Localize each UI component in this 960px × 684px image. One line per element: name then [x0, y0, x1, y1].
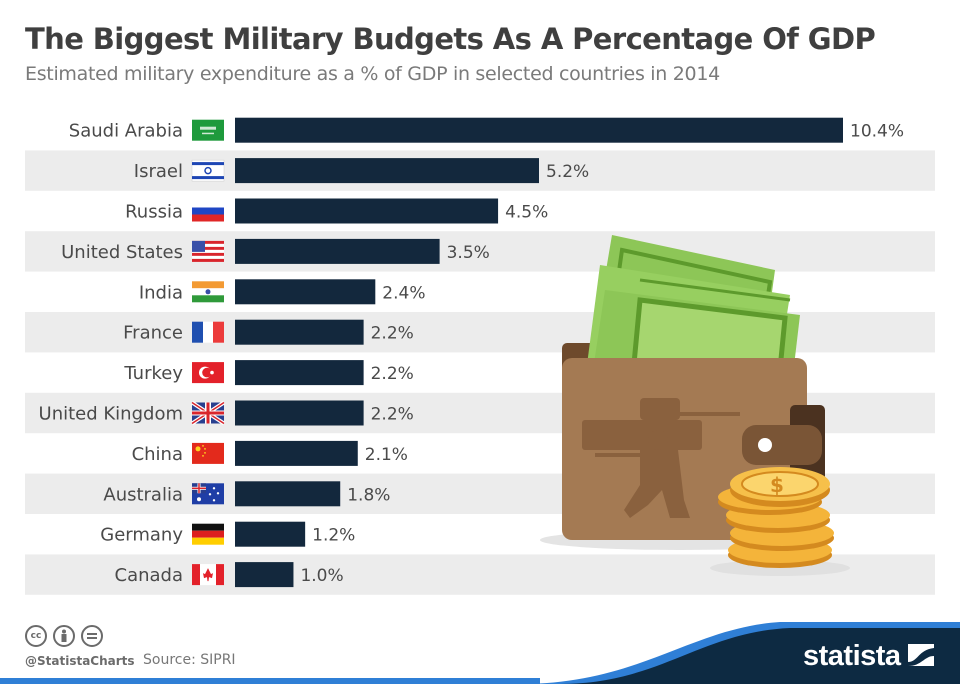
value-labels: 10.4% 5.2% 4.5% 3.5% 2.4% 2.2% 2.2% 2.2% 2.1% 1.8…: [300, 122, 904, 586]
bar-australia[interactable]: [235, 481, 341, 507]
flags: [190, 119, 226, 586]
category-label: Israel: [134, 161, 183, 182]
canada-flag-icon: [192, 564, 224, 586]
australia-flag-icon: [192, 483, 224, 505]
svg-text:$: $: [770, 473, 784, 497]
bar-germany[interactable]: [235, 521, 306, 547]
value-label: 2.1%: [365, 445, 408, 465]
chart-subtitle: Estimated military expenditure as a % of…: [25, 63, 720, 85]
category-label: Saudi Arabia: [69, 121, 183, 142]
bar-united-states[interactable]: [235, 238, 440, 264]
license-icons: cc: [25, 625, 103, 647]
category-label: France: [123, 323, 183, 344]
soldier-tank-silhouette: [582, 398, 740, 518]
category-label: Russia: [125, 202, 183, 223]
nd-icon[interactable]: [81, 625, 103, 647]
france-flag-icon: [192, 321, 224, 343]
wallet-illustration: $: [540, 235, 850, 576]
bar-israel[interactable]: [235, 158, 539, 184]
turkey-flag-icon: [192, 362, 224, 384]
value-label: 1.0%: [300, 566, 343, 586]
category-label: Turkey: [123, 363, 183, 384]
bars: [235, 117, 843, 588]
category-label: Australia: [103, 484, 183, 505]
bar-canada[interactable]: [235, 562, 294, 588]
bar-turkey[interactable]: [235, 360, 364, 386]
clasp-button: [758, 438, 772, 452]
value-label: 4.5%: [505, 203, 548, 223]
twitter-handle[interactable]: @StatistaCharts: [25, 654, 135, 668]
russia-flag-icon: [192, 200, 224, 222]
value-label: 1.2%: [312, 526, 355, 546]
germany-flag-icon: [192, 523, 224, 545]
category-labels: Saudi Arabia Israel Russia United States Ind…: [39, 121, 184, 586]
bills-icon: [585, 235, 800, 400]
value-label: 2.2%: [371, 405, 414, 425]
source-text: Source: SIPRI: [143, 652, 236, 668]
value-label: 2.4%: [382, 283, 425, 303]
category-label: United Kingdom: [39, 404, 183, 425]
bar-india[interactable]: [235, 279, 376, 305]
cc-icon[interactable]: cc: [25, 625, 47, 647]
row-stripe: [25, 231, 935, 272]
value-label: 2.2%: [371, 364, 414, 384]
bar-russia[interactable]: [235, 198, 499, 224]
by-icon[interactable]: [53, 625, 75, 647]
united-kingdom-flag-icon: [190, 400, 226, 426]
value-label: 3.5%: [447, 243, 490, 263]
footer-bar: [0, 678, 540, 684]
statista-brand[interactable]: statista: [803, 640, 901, 672]
india-flag-icon: [192, 281, 224, 303]
category-label: Canada: [115, 565, 184, 586]
value-label: 2.2%: [371, 324, 414, 344]
bar-united-kingdom[interactable]: [235, 400, 364, 426]
israel-flag-icon: [191, 159, 225, 182]
bar-china[interactable]: [235, 440, 358, 466]
category-label: Germany: [100, 525, 183, 546]
category-label: India: [139, 282, 183, 303]
footer-wave: [560, 628, 960, 684]
bar-france[interactable]: [235, 319, 364, 345]
coins-icon: $: [718, 467, 834, 568]
statista-logo-icon: [908, 644, 934, 666]
category-label: China: [132, 444, 183, 465]
value-label: 1.8%: [347, 485, 390, 505]
china-flag-icon: [192, 442, 224, 464]
united-states-flag-icon: [192, 240, 224, 262]
saudi-arabia-flag-icon: [192, 119, 224, 141]
bar-saudi-arabia[interactable]: [235, 117, 843, 143]
value-label: 10.4%: [850, 122, 904, 142]
value-label: 5.2%: [546, 162, 589, 182]
category-label: United States: [61, 242, 183, 263]
chart-title: The Biggest Military Budgets As A Percen…: [25, 22, 876, 56]
wallet-clasp: [742, 425, 822, 465]
